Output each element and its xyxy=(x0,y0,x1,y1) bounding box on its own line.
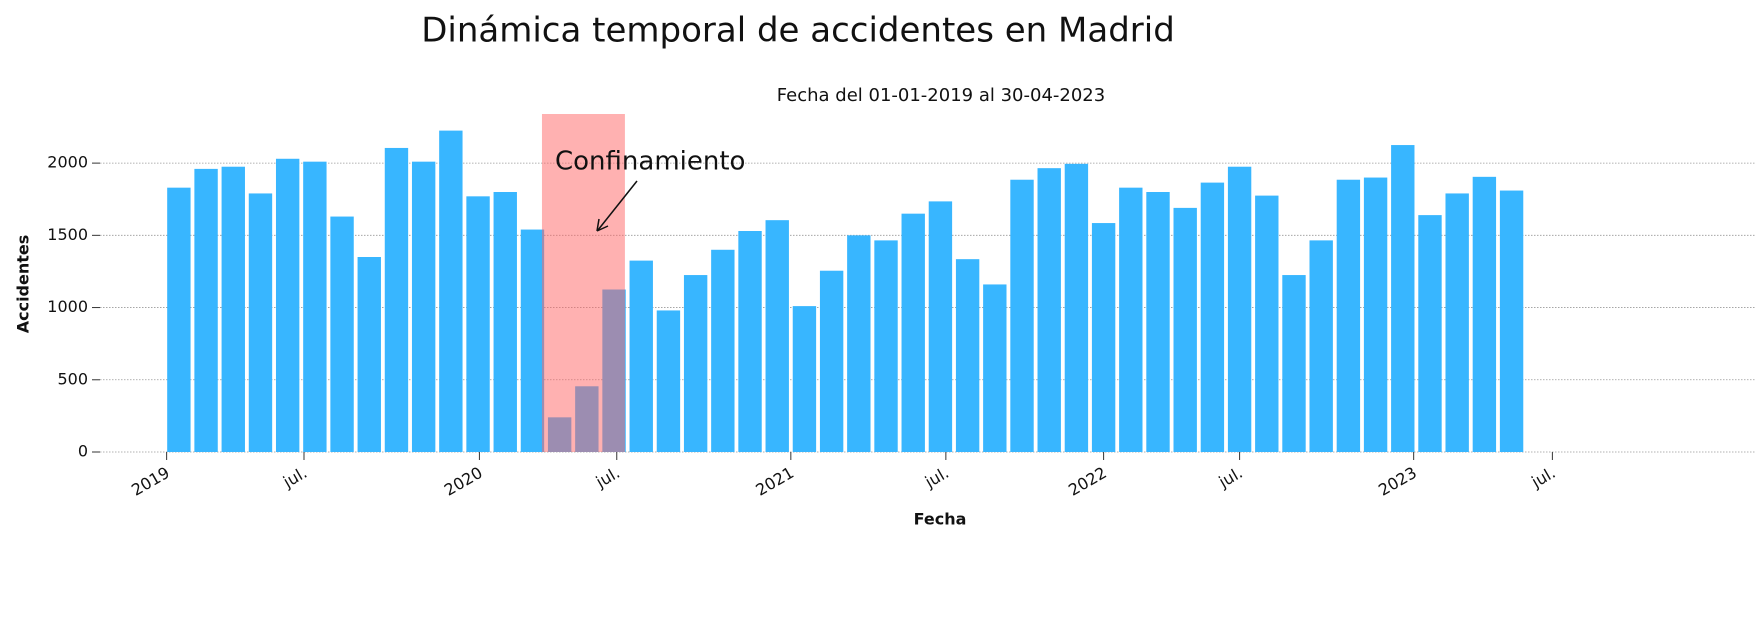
annotation-arrowhead xyxy=(596,218,609,232)
bar xyxy=(1472,176,1497,453)
bar xyxy=(1418,215,1442,452)
bar xyxy=(303,161,327,452)
bar xyxy=(466,196,490,452)
bar xyxy=(248,193,273,452)
bar xyxy=(493,192,517,452)
bar xyxy=(711,249,735,452)
y-tick-label: 0 xyxy=(78,442,88,461)
bar xyxy=(1282,275,1306,452)
bar xyxy=(1309,240,1333,452)
bar xyxy=(1200,182,1225,452)
y-tick-label: 1000 xyxy=(47,297,88,316)
x-tick-label: jul. xyxy=(592,463,623,492)
bar xyxy=(683,275,708,452)
x-axis-label: Fecha xyxy=(914,510,967,529)
bar xyxy=(874,240,898,452)
bar xyxy=(819,270,844,452)
x-tick-label: jul. xyxy=(279,463,310,492)
bar xyxy=(1173,207,1197,452)
x-tick-label: 2019 xyxy=(128,463,173,500)
y-tick-label: 1500 xyxy=(47,225,88,244)
bar xyxy=(357,257,381,452)
bar xyxy=(411,161,436,452)
bar xyxy=(901,213,925,452)
x-tick-label: 2021 xyxy=(752,463,797,500)
annotation: Confinamiento xyxy=(555,147,745,177)
x-tick-label: jul. xyxy=(1527,463,1558,492)
bar xyxy=(955,259,980,452)
y-tick-label: 500 xyxy=(57,369,88,388)
bar xyxy=(1064,163,1089,453)
bar xyxy=(1336,179,1361,452)
bar xyxy=(928,201,953,452)
bar xyxy=(439,130,463,452)
bar xyxy=(1227,166,1252,452)
bar xyxy=(167,187,191,452)
y-tick-label: 2000 xyxy=(47,153,88,172)
bar xyxy=(792,306,817,452)
bar xyxy=(194,168,218,452)
bar xyxy=(1037,168,1061,452)
y-axis-label: Accidentes xyxy=(14,235,33,334)
bar xyxy=(221,166,245,452)
bar xyxy=(629,260,653,452)
bar xyxy=(1391,145,1415,453)
x-tick-label: jul. xyxy=(921,463,952,492)
bar xyxy=(275,158,300,452)
bar xyxy=(1255,195,1279,452)
chart-title: Dinámica temporal de accidentes en Madri… xyxy=(421,11,1175,51)
bar xyxy=(1146,192,1170,452)
bar xyxy=(1091,223,1116,452)
x-tick-label: 2020 xyxy=(441,463,486,500)
bar xyxy=(1445,193,1469,452)
bar xyxy=(384,147,409,452)
x-tick-label: 2022 xyxy=(1065,463,1110,500)
chart-subtitle: Fecha del 01-01-2019 al 30-04-2023 xyxy=(777,85,1105,106)
highlight-span xyxy=(541,114,625,452)
annotation-arrow xyxy=(597,180,638,231)
bar xyxy=(1499,190,1524,453)
bar xyxy=(1010,179,1034,452)
bar xyxy=(1119,187,1143,452)
bar xyxy=(656,310,681,452)
bar xyxy=(738,231,762,452)
x-tick-label: 2023 xyxy=(1375,463,1420,500)
bar xyxy=(330,216,354,452)
bar xyxy=(1363,177,1388,453)
bar xyxy=(765,220,789,452)
bar xyxy=(983,284,1007,452)
bar xyxy=(520,229,545,452)
x-tick-label: jul. xyxy=(1215,463,1246,492)
bar xyxy=(847,235,871,452)
